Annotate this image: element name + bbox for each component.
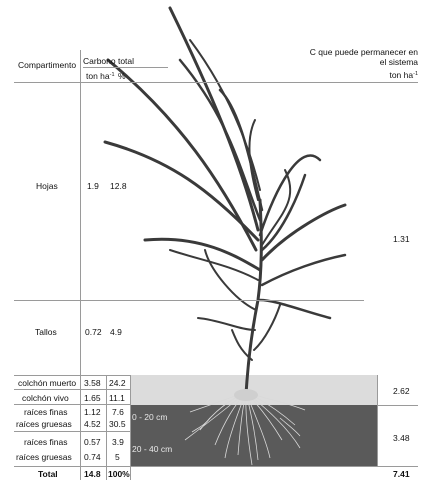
total-remain: 7.41 <box>393 469 410 479</box>
header-carbon-unit: ton ha-1 <box>86 71 115 81</box>
row-pct-raices-gruesas-1: 30.5 <box>109 419 126 429</box>
header-remain-line2: el sistema <box>379 57 418 67</box>
plant-leaf <box>260 203 347 262</box>
roots-cluster <box>184 391 306 466</box>
row-pct-hojas: 12.8 <box>110 181 127 191</box>
remain-roots: 3.48 <box>393 433 410 443</box>
remain-aerial: 1.31 <box>393 234 410 244</box>
root-crown <box>234 389 258 401</box>
row-ton-raices-gruesas-2: 0.74 <box>84 452 101 462</box>
row-label-tallos: Tallos <box>35 327 57 337</box>
plant-leaf <box>231 329 253 361</box>
remain-unit: ton ha <box>389 70 414 80</box>
plant-leaf <box>260 173 307 252</box>
plant-leaf <box>261 169 292 246</box>
row-ton-raices-finas-2: 0.57 <box>84 437 101 447</box>
row-ton-colchon-vivo: 1.65 <box>84 393 101 403</box>
header-carbon-total: Carbono total <box>83 56 135 66</box>
plant-leaf <box>143 237 262 272</box>
row-pct-colchon-muerto: 24.2 <box>109 378 126 388</box>
row-pct-raices-gruesas-2: 5 <box>115 452 120 462</box>
depth-label-lower: 20 - 40 cm <box>132 444 173 454</box>
total-pct: 100% <box>108 469 130 479</box>
unit-exp: -1 <box>109 72 115 78</box>
row-pct-tallos: 4.9 <box>110 327 122 337</box>
row-label-raices-gruesas-1: raíces gruesas <box>16 419 72 429</box>
plant-leaf <box>253 304 281 351</box>
row-label-colchon-muerto: colchón muerto <box>18 378 77 388</box>
plant-leaf <box>178 58 262 222</box>
row-pct-colchon-vivo: 11.1 <box>109 393 125 403</box>
row-ton-hojas: 1.9 <box>87 181 99 191</box>
header-carbon-pct: % <box>118 71 126 81</box>
plant-leaf <box>260 253 347 287</box>
plant-leaf <box>204 249 257 311</box>
row-label-raices-finas-1: raíces finas <box>24 407 68 417</box>
row-ton-raices-gruesas-1: 4.52 <box>84 419 101 429</box>
depth-label-upper: 0 - 20 cm <box>132 412 168 422</box>
row-pct-raices-finas-2: 3.9 <box>112 437 124 447</box>
unit-ton: ton ha <box>86 71 110 81</box>
plant-leaf <box>197 317 256 331</box>
row-ton-colchon-muerto: 3.58 <box>84 378 101 388</box>
remain-unit-exp: -1 <box>413 71 418 77</box>
header-remain-unit: ton ha-1 <box>360 70 418 80</box>
row-pct-raices-finas-1: 7.6 <box>112 407 124 417</box>
total-label: Total <box>38 469 58 479</box>
row-label-hojas: Hojas <box>36 181 58 191</box>
header-remain-line1: C que puede permanecer en <box>309 47 418 57</box>
plant-leaf <box>103 140 260 242</box>
remain-mulch: 2.62 <box>393 386 410 396</box>
plant-leaf <box>258 298 332 320</box>
total-ton: 14.8 <box>84 469 101 479</box>
row-ton-raices-finas-1: 1.12 <box>84 407 101 417</box>
row-label-raices-finas-2: raíces finas <box>24 437 68 447</box>
row-label-colchon-vivo: colchón vivo <box>22 393 69 403</box>
plant-leaf <box>169 249 259 281</box>
row-label-raices-gruesas-2: raíces gruesas <box>16 452 72 462</box>
soil-band <box>130 405 377 467</box>
plant-leaf <box>258 154 322 237</box>
row-ton-tallos: 0.72 <box>85 327 102 337</box>
plant-leaf <box>189 39 261 191</box>
header-compartment: Compartimento <box>18 60 77 70</box>
